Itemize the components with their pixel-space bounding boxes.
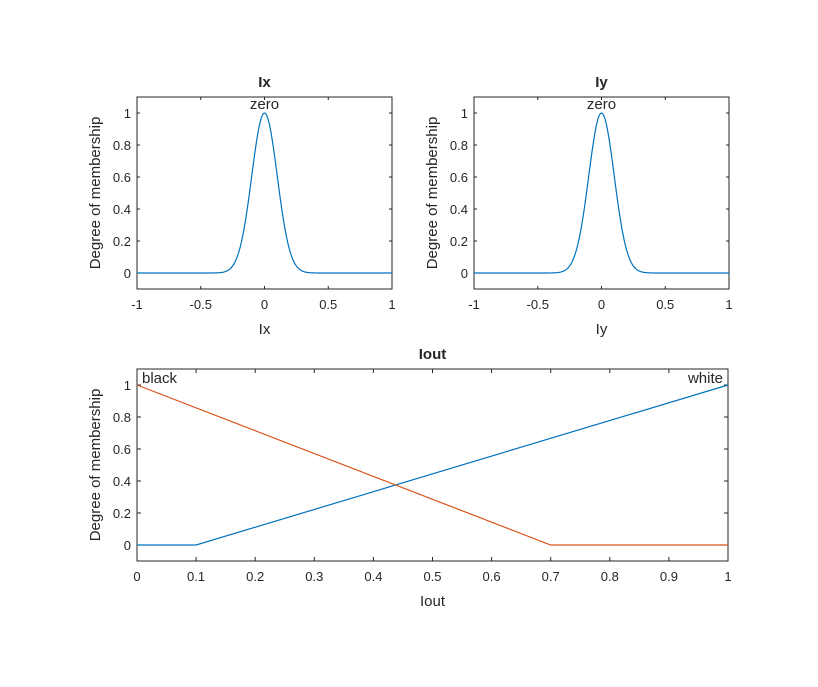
x-tick-label: 0.6	[483, 569, 501, 584]
x-tick-label: 0.5	[319, 297, 337, 312]
y-tick-label: 0.4	[450, 202, 468, 217]
y-tick-label: 0	[124, 538, 131, 553]
x-tick-label: 1	[724, 569, 731, 584]
y-tick-label: 0	[461, 266, 468, 281]
chart-title: Iout	[419, 346, 447, 363]
x-tick-label: -0.5	[527, 297, 549, 312]
x-axis-label: Iout	[420, 593, 446, 610]
x-tick-label: 0.2	[246, 569, 264, 584]
y-tick-label: 0.6	[113, 442, 131, 457]
x-tick-label: 1	[725, 297, 732, 312]
x-tick-label: -1	[131, 297, 143, 312]
y-tick-label: 0	[124, 266, 131, 281]
x-axis-label: Ix	[259, 321, 271, 338]
series-line-white	[137, 384, 729, 546]
y-tick-label: 0.6	[113, 170, 131, 185]
axes-frame	[473, 96, 730, 290]
x-tick-label: 0	[598, 297, 605, 312]
series-line-zero	[137, 112, 392, 274]
y-tick-label: 0.2	[113, 234, 131, 249]
x-tick-label: 0.4	[364, 569, 382, 584]
x-tick-label: 0.8	[601, 569, 619, 584]
y-tick-label: 0.8	[113, 138, 131, 153]
y-tick-label: 0.4	[113, 202, 131, 217]
x-tick-label: 0.3	[305, 569, 323, 584]
chart-title: Ix	[258, 74, 271, 91]
x-tick-label: 0.7	[542, 569, 560, 584]
plot-1: -1 -0.5 0 0.5 1 0 0.2 0.4 0.6 0.8 1 zero Ix Ix Degree …	[87, 74, 396, 338]
x-tick-label: 0.1	[187, 569, 205, 584]
y-axis-label: Degree of membership	[87, 389, 104, 542]
series-line-zero	[474, 112, 729, 274]
x-axis-label: Iy	[596, 321, 608, 338]
mf-label-zero: zero	[587, 96, 616, 113]
y-tick-label: 0.8	[450, 138, 468, 153]
x-tick-label: 0	[133, 569, 140, 584]
y-axis-label: Degree of membership	[424, 117, 441, 270]
y-tick-label: 0.4	[113, 474, 131, 489]
y-tick-label: 0.8	[113, 410, 131, 425]
mf-label-black: black	[142, 370, 178, 387]
axes-frame	[136, 96, 393, 290]
x-tick-label: 1	[388, 297, 395, 312]
y-tick-label: 0.6	[450, 170, 468, 185]
y-tick-label: 1	[461, 106, 468, 121]
x-tick-label: 0.5	[423, 569, 441, 584]
series-line-black	[136, 384, 728, 546]
y-axis-label: Degree of membership	[87, 117, 104, 270]
x-tick-label: -1	[468, 297, 480, 312]
y-tick-label: 1	[124, 106, 131, 121]
mf-label-white: white	[687, 370, 723, 387]
y-tick-label: 0.2	[450, 234, 468, 249]
x-tick-label: -0.5	[190, 297, 212, 312]
x-tick-label: 0	[261, 297, 268, 312]
plot-3: 0 0.1 0.2 0.3 0.4 0.5 0.6 0.7 0.8 0.9 1 0 0.2 0.4 0.6 0…	[87, 346, 732, 610]
x-tick-label: 0.5	[656, 297, 674, 312]
axes-frame	[136, 368, 729, 562]
mf-label-zero: zero	[250, 96, 279, 113]
chart-title: Iy	[595, 74, 608, 91]
y-tick-label: 0.2	[113, 506, 131, 521]
x-tick-label: 0.9	[660, 569, 678, 584]
plot-2: -1 -0.5 0 0.5 1 0 0.2 0.4 0.6 0.8 1 zero Iy Iy Degree …	[424, 74, 733, 338]
y-tick-label: 1	[124, 378, 131, 393]
